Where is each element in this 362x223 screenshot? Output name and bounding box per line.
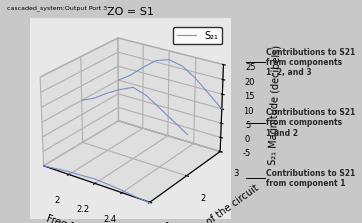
Title: ZO = S1: ZO = S1 [107,7,154,17]
X-axis label: Freq [GHz]: Freq [GHz] [45,214,97,223]
Text: Contributions to S21
from components
1, 2, and 3: Contributions to S21 from components 1, … [266,47,355,77]
Text: Contributions to S21
from components
1 and 2: Contributions to S21 from components 1 a… [266,108,355,138]
Text: cascaded_system:Output Port 3: cascaded_system:Output Port 3 [7,5,108,11]
Y-axis label: Index of the circuit: Index of the circuit [180,182,260,223]
Legend: S₂₁: S₂₁ [173,27,222,45]
Text: Contributions to S21
from component 1: Contributions to S21 from component 1 [266,169,355,188]
